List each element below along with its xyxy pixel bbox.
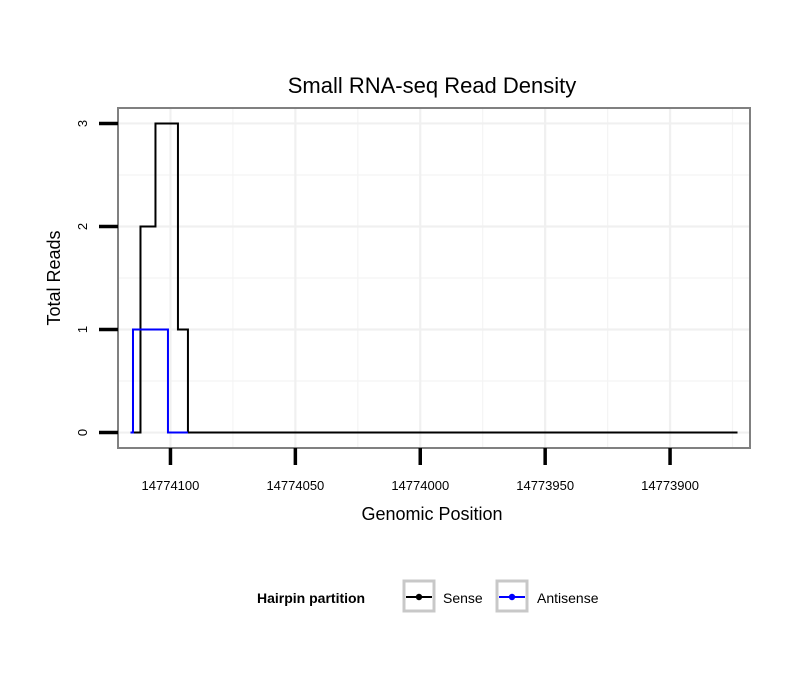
legend: Hairpin partition Sense Antisense — [257, 579, 599, 613]
x-tick-label: 14774100 — [142, 478, 200, 493]
y-axis-title: Total Reads — [44, 230, 64, 325]
y-tick-label: 1 — [75, 326, 90, 333]
y-tick-label: 2 — [75, 223, 90, 230]
chart-title: Small RNA-seq Read Density — [288, 73, 577, 98]
y-tick-label: 0 — [75, 429, 90, 436]
series-line-sense — [130, 122, 738, 434]
x-tick-label: 14774050 — [266, 478, 324, 493]
legend-label-sense: Sense — [443, 590, 483, 606]
x-tick-label: 14773950 — [516, 478, 574, 493]
series-group — [130, 122, 738, 434]
axes: 14774100 14774050 14774000 14773950 14773900… — [75, 107, 751, 493]
legend-point-sense — [415, 593, 423, 601]
x-tick-label: 14774000 — [391, 478, 449, 493]
plot-border — [117, 107, 751, 449]
x-tick-label: 14773900 — [641, 478, 699, 493]
legend-point-antisense — [508, 593, 516, 601]
legend-title: Hairpin partition — [257, 590, 365, 606]
x-axis-title: Genomic Position — [361, 504, 502, 524]
y-tick-label: 3 — [75, 120, 90, 127]
series-line-antisense — [130, 328, 188, 434]
legend-label-antisense: Antisense — [537, 590, 599, 606]
